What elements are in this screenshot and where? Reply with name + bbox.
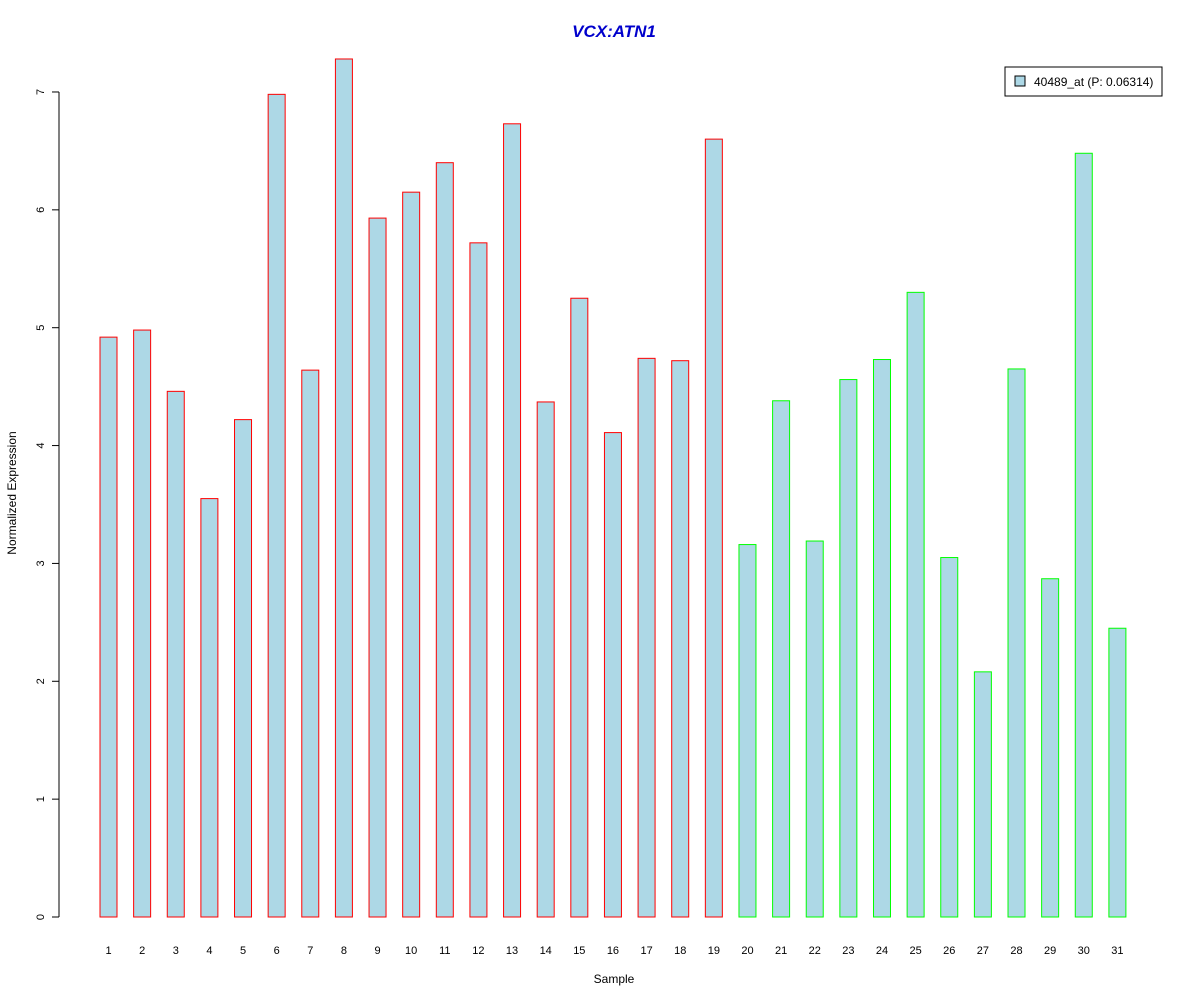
bar-sample-8 (334, 58, 353, 918)
bar-sample-27 (973, 671, 992, 918)
x-tick-label: 3 (173, 945, 179, 957)
bar-sample-2 (133, 329, 152, 918)
bar-sample-21 (772, 400, 791, 918)
bar-sample-31 (1108, 627, 1127, 918)
bar-sample-16 (603, 432, 622, 918)
bar-sample-1 (99, 336, 118, 918)
x-tick-label: 13 (506, 945, 518, 957)
x-tick-label: 29 (1044, 945, 1056, 957)
x-tick-label: 9 (374, 945, 380, 957)
x-tick-label: 28 (1010, 945, 1022, 957)
x-tick-label: 7 (307, 945, 313, 957)
x-tick-label: 23 (842, 945, 854, 957)
x-tick-label: 20 (741, 945, 753, 957)
y-tick-label: 3 (35, 560, 47, 566)
x-tick-label: 1 (105, 945, 111, 957)
x-tick-label: 16 (607, 945, 619, 957)
bar-sample-4 (200, 498, 219, 918)
x-tick-labels: 1 2 3 4 5 6 7 8 9 10 11 12 13 14 15 16 17 18 19 20 21 22 23 24 2… (105, 945, 1123, 957)
bar-sample-15 (570, 297, 589, 918)
bar-sample-29 (1041, 578, 1060, 918)
x-tick-label: 21 (775, 945, 787, 957)
bars-group (99, 58, 1127, 918)
bar-sample-20 (738, 544, 757, 918)
y-tick-label: 5 (35, 325, 47, 331)
bar-sample-17 (637, 357, 656, 918)
x-tick-label: 12 (472, 945, 484, 957)
legend: 40489_at (P: 0.06314) (1004, 66, 1163, 97)
bar-sample-13 (503, 123, 522, 918)
x-tick-label: 19 (708, 945, 720, 957)
x-tick-label: 14 (540, 945, 552, 957)
y-axis: 0 1 2 3 4 5 6 7 (35, 89, 60, 920)
bar-sample-14 (536, 401, 555, 918)
bar-sample-23 (839, 379, 858, 918)
bar-sample-30 (1074, 152, 1093, 918)
bar-sample-18 (671, 360, 690, 918)
x-tick-label: 4 (206, 945, 212, 957)
bar-sample-5 (234, 419, 253, 918)
x-axis-label: Sample (594, 972, 635, 986)
x-tick-label: 18 (674, 945, 686, 957)
x-tick-label: 17 (640, 945, 652, 957)
legend-box (1004, 66, 1163, 97)
bar-sample-28 (1007, 368, 1026, 918)
bar-sample-24 (872, 359, 891, 918)
bar-sample-3 (166, 390, 185, 918)
x-tick-label: 27 (977, 945, 989, 957)
bar-sample-9 (368, 217, 387, 918)
x-tick-label: 6 (274, 945, 280, 957)
legend-swatch (1014, 75, 1026, 87)
y-tick-label: 1 (35, 796, 47, 802)
x-tick-label: 31 (1111, 945, 1123, 957)
y-tick-label: 6 (35, 207, 47, 213)
y-tick-label: 4 (35, 442, 47, 448)
x-tick-label: 8 (341, 945, 347, 957)
bar-sample-11 (435, 162, 454, 918)
legend-label: 40489_at (P: 0.06314) (1034, 75, 1153, 89)
bar-sample-12 (469, 242, 488, 918)
bar-sample-7 (301, 369, 320, 918)
chart-title: VCX:ATN1 (572, 22, 656, 41)
y-tick-label: 7 (35, 89, 47, 95)
x-tick-label: 15 (573, 945, 585, 957)
bar-sample-22 (805, 540, 824, 918)
bar-sample-19 (704, 138, 723, 918)
y-tick-label: 2 (35, 678, 47, 684)
x-tick-label: 5 (240, 945, 246, 957)
x-tick-label: 26 (943, 945, 955, 957)
x-tick-label: 11 (439, 945, 450, 957)
x-tick-label: 24 (876, 945, 888, 957)
x-tick-label: 22 (809, 945, 821, 957)
y-tick-label: 0 (35, 914, 47, 920)
x-tick-label: 30 (1078, 945, 1090, 957)
bar-sample-6 (267, 93, 286, 918)
y-axis-label: Normalized Expression (5, 431, 19, 554)
x-tick-label: 25 (909, 945, 921, 957)
bar-sample-26 (940, 557, 959, 918)
bar-sample-10 (402, 191, 421, 918)
x-tick-label: 2 (139, 945, 145, 957)
bar-sample-25 (906, 291, 925, 918)
x-tick-label: 10 (405, 945, 417, 957)
